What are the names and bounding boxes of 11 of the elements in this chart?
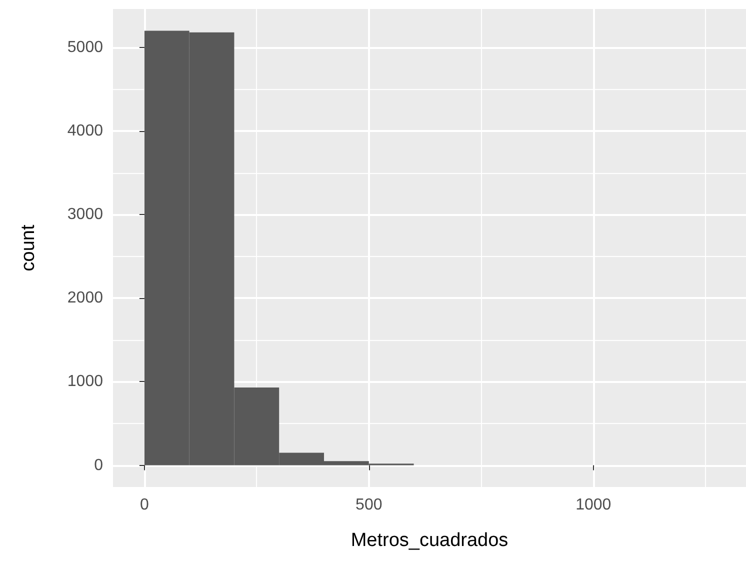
x-tick-label: 0 xyxy=(140,496,149,514)
y-tick-label: 3000 xyxy=(67,206,104,224)
y-tick-label: 2000 xyxy=(67,290,104,307)
x-tick-label: 500 xyxy=(356,496,382,514)
x-tick-label: 1000 xyxy=(576,496,612,514)
y-tick-label: 5000 xyxy=(67,38,104,56)
y-axis-title: count xyxy=(18,224,39,272)
y-tick-label: 0 xyxy=(94,456,104,474)
y-tick-label: 4000 xyxy=(67,122,104,140)
y-tick-label: 1000 xyxy=(67,373,104,390)
x-axis-title: Metros_cuadrados xyxy=(350,530,508,551)
